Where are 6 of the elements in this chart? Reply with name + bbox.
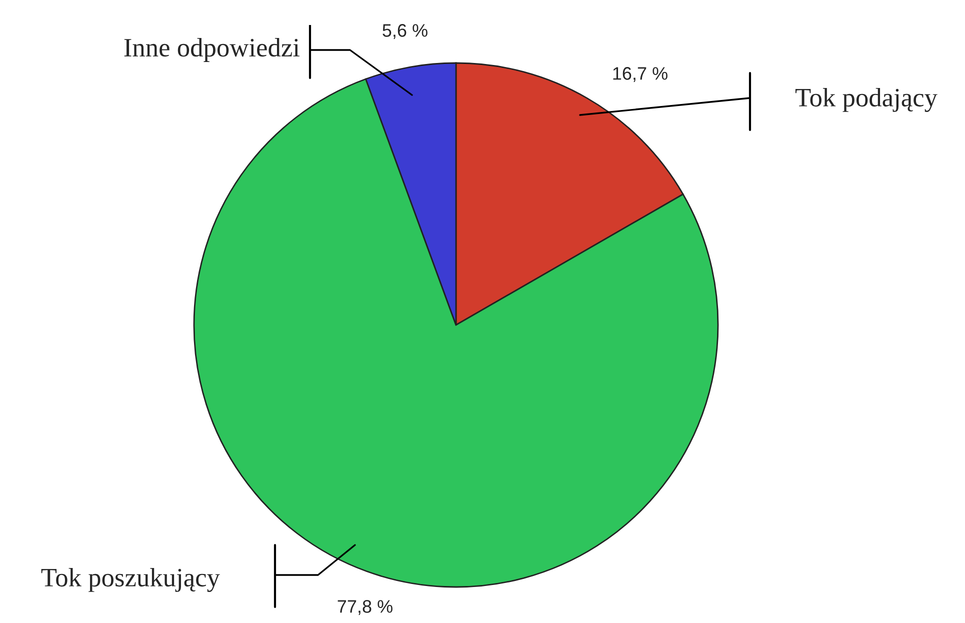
slice-label: Inne odpowiedzi bbox=[124, 38, 300, 62]
data-label: 5,6 % bbox=[382, 24, 428, 39]
data-label: 16,7 % bbox=[613, 67, 668, 82]
slice-label: Tok podający bbox=[795, 88, 938, 112]
slice-label: Tok poszukujący bbox=[41, 568, 220, 592]
data-label: 77,8 % bbox=[338, 600, 392, 615]
